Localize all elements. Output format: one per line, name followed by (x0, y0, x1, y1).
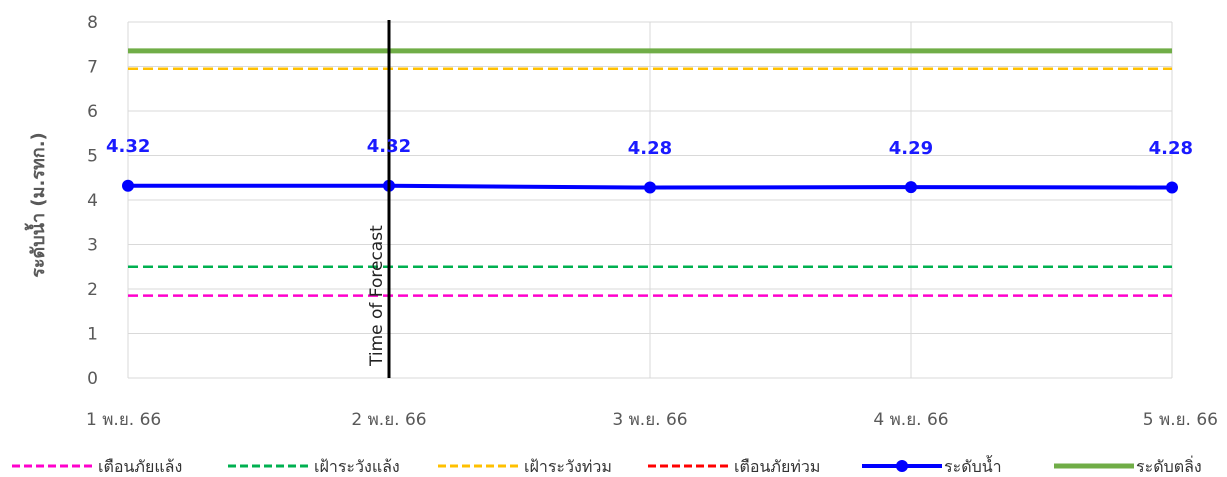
time-of-forecast-marker: Time of Forecast (367, 20, 391, 378)
y-tick-label: 7 (87, 58, 98, 78)
x-tick-label: 2 พ.ย. 66 (351, 410, 426, 430)
y-tick-label: 5 (87, 147, 98, 167)
water-level-point (905, 181, 917, 194)
x-tick-label: 1 พ.ย. 66 (86, 410, 161, 430)
data-label: 4.29 (889, 138, 933, 159)
y-tick-label: 4 (87, 191, 98, 211)
legend-marker (896, 460, 908, 472)
y-tick-label: 2 (87, 280, 98, 300)
data-label: 4.28 (1149, 138, 1193, 159)
legend: เตือนภัยแล้ง เฝ้าระวังแล้ง เฝ้าระวังท่วม เต… (12, 455, 1202, 476)
y-axis-label: ระดับน้ำ (ม.รทก.) (24, 132, 49, 278)
x-axis-ticks: 1 พ.ย. 66 2 พ.ย. 66 3 พ.ย. 66 4 พ.ย. 66 5 พ.… (86, 410, 1218, 430)
data-label: 4.28 (628, 138, 672, 159)
plot-grid (127, 21, 1173, 379)
legend-label: เฝ้าระวังท่วม (524, 457, 612, 476)
water-level-point (1166, 181, 1178, 194)
legend-label: ระดับน้ำ (944, 455, 1002, 476)
legend-label: เตือนภัยแล้ง (98, 457, 182, 476)
data-label: 4.32 (106, 136, 150, 157)
y-axis-ticks: 0 1 2 3 4 5 6 7 8 (87, 13, 98, 389)
legend-label: เฝ้าระวังแล้ง (314, 457, 400, 476)
legend-label: ระดับตลิ่ง (1136, 455, 1202, 476)
legend-label: เตือนภัยท่วม (734, 457, 820, 476)
x-tick-label: 4 พ.ย. 66 (873, 410, 948, 430)
x-tick-label: 5 พ.ย. 66 (1143, 410, 1218, 430)
forecast-label: Time of Forecast (367, 225, 387, 367)
y-tick-label: 1 (87, 325, 98, 345)
data-labels: 4.32 4.32 4.28 4.29 4.28 (106, 136, 1193, 159)
water-level-point (122, 179, 134, 192)
data-label: 4.32 (367, 136, 411, 157)
y-tick-label: 8 (87, 13, 98, 33)
y-tick-label: 3 (87, 236, 98, 256)
y-tick-label: 0 (87, 369, 98, 389)
water-level-point (644, 181, 656, 194)
series-lines (122, 48, 1178, 297)
y-tick-label: 6 (87, 102, 98, 122)
x-tick-label: 3 พ.ย. 66 (612, 410, 687, 430)
